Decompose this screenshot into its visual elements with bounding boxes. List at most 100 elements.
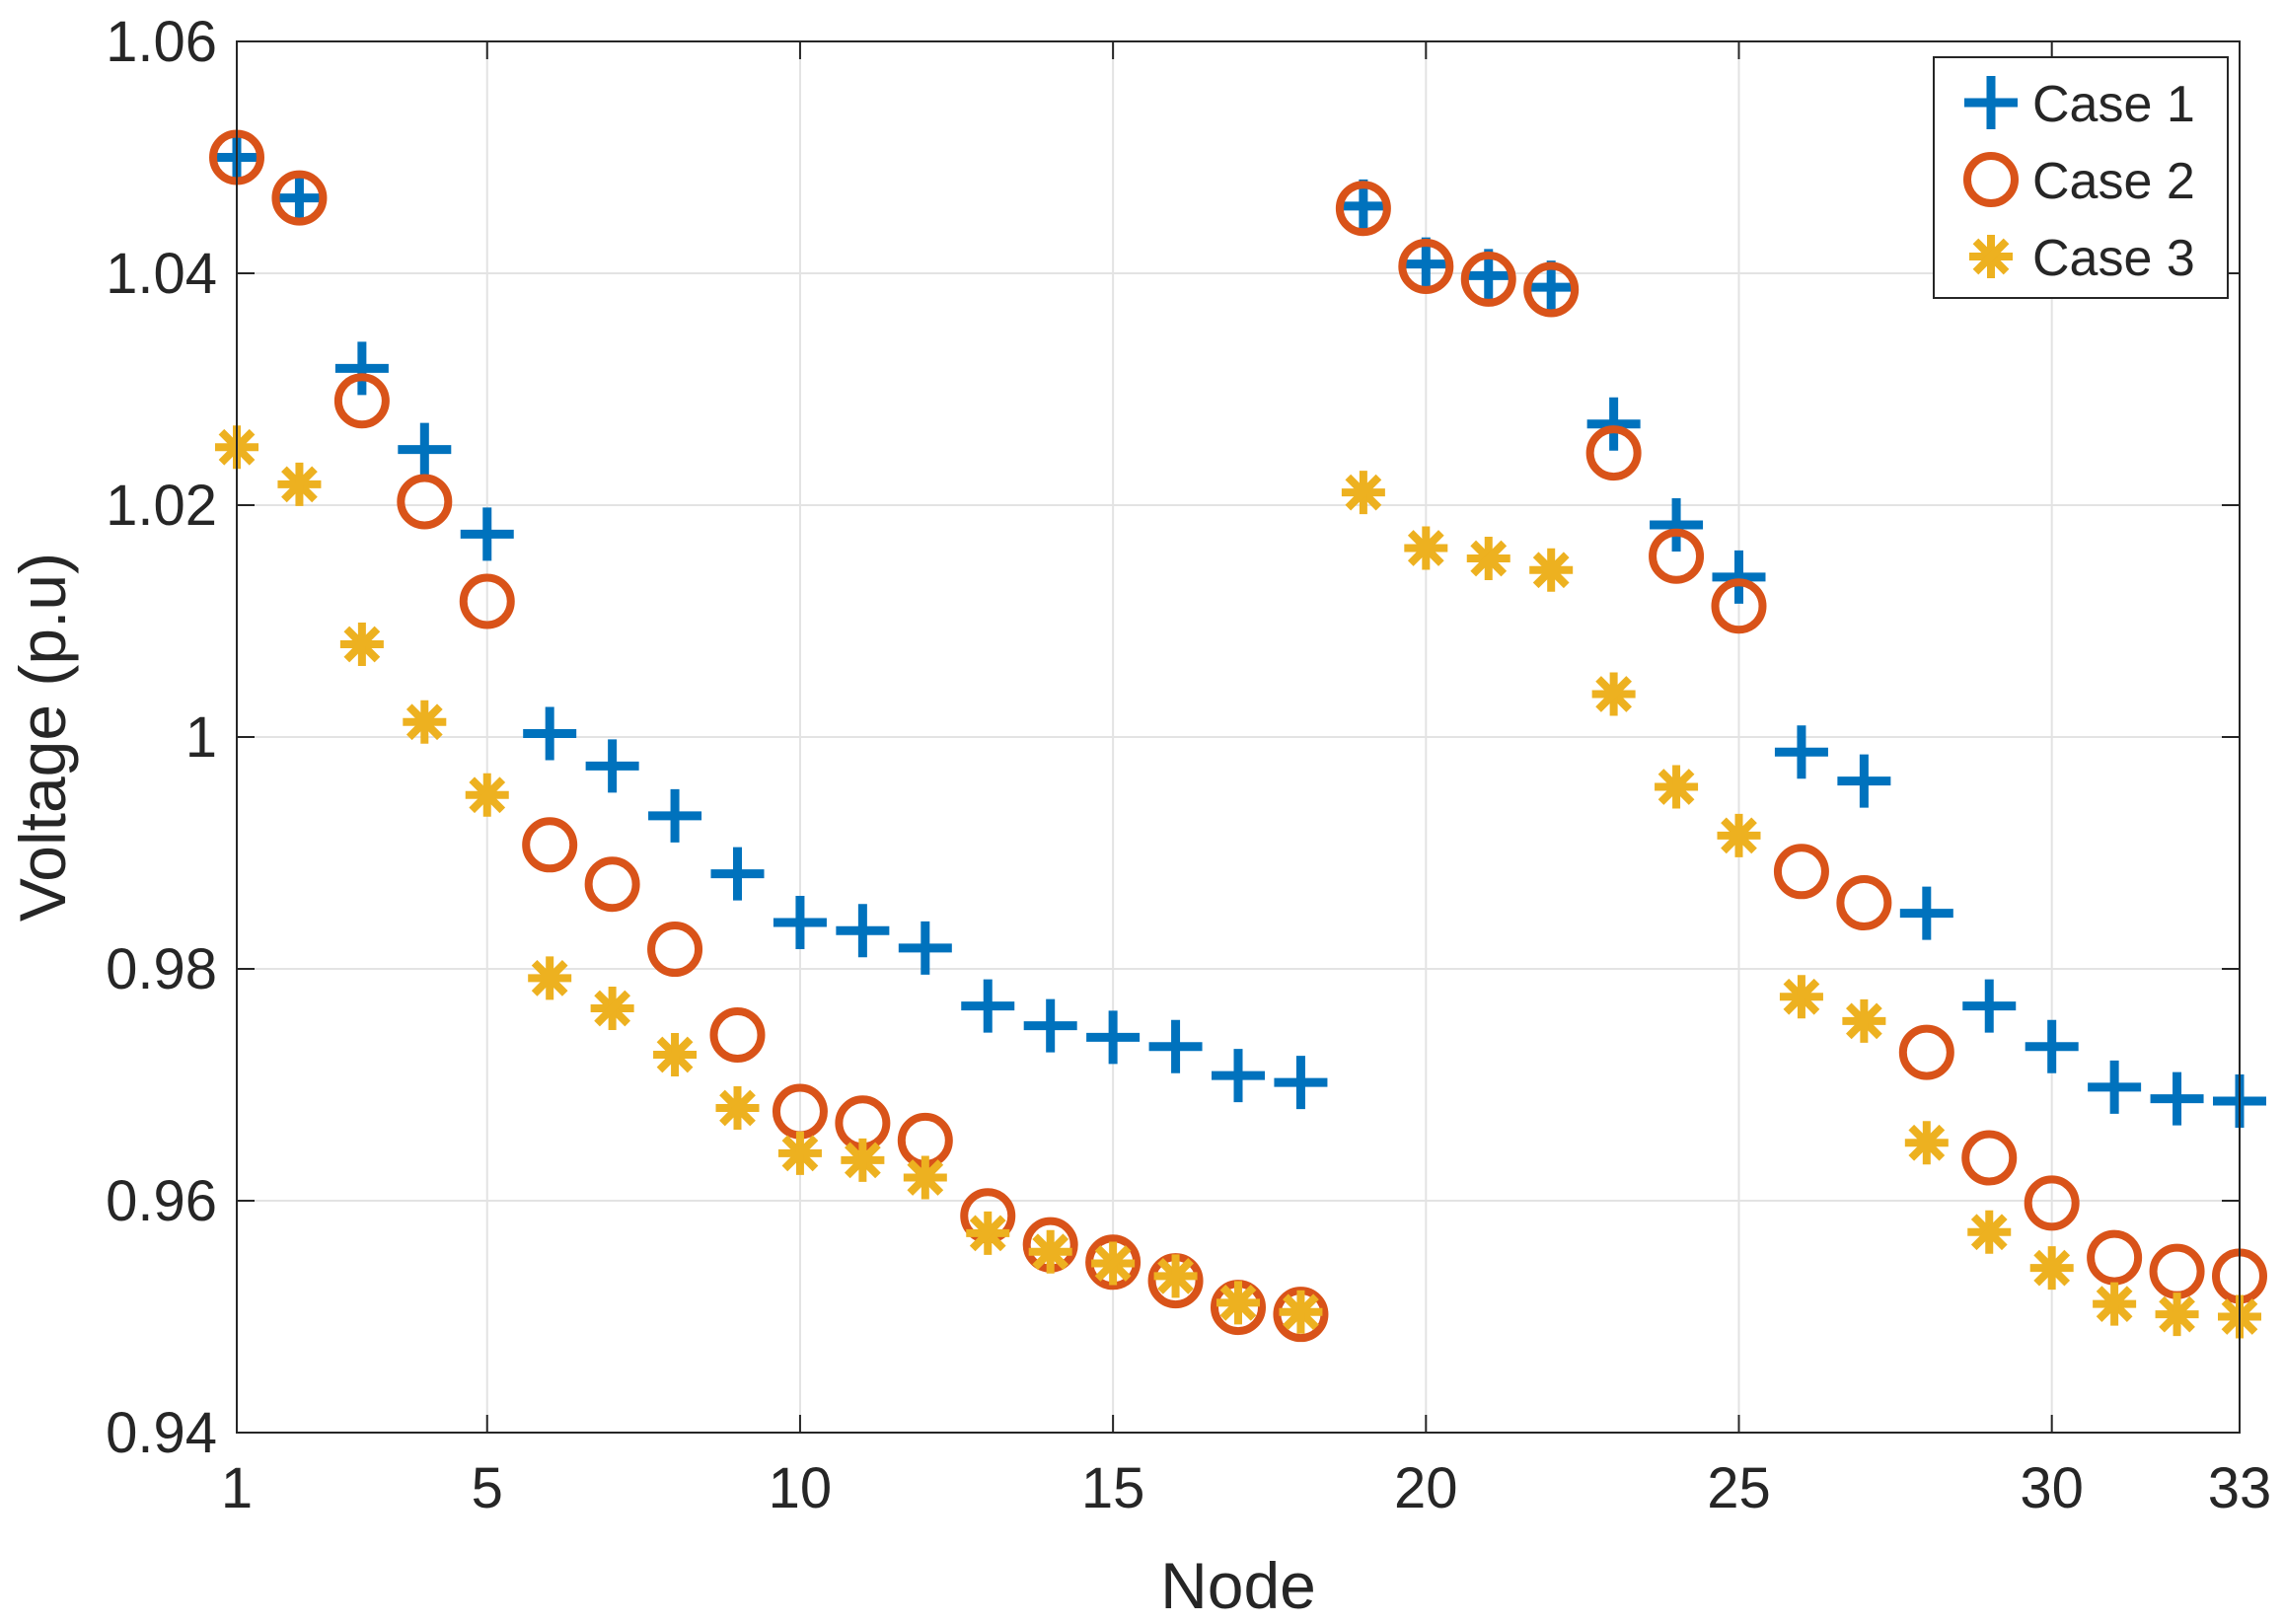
data-point — [2155, 1292, 2199, 1337]
x-tick-label: 25 — [1707, 1456, 1771, 1520]
data-point — [590, 986, 634, 1030]
data-point — [1148, 1019, 1203, 1073]
data-point — [1842, 998, 1886, 1043]
data-point — [1898, 1024, 1954, 1080]
data-point — [272, 171, 327, 225]
x-tick-label: 5 — [472, 1456, 503, 1520]
data-point — [403, 700, 447, 744]
data-point — [2087, 1229, 2143, 1286]
data-point — [903, 1155, 947, 1200]
y-tick-label: 1.02 — [106, 474, 217, 538]
data-point — [1274, 1056, 1328, 1110]
data-point — [522, 817, 578, 873]
data-point — [1529, 548, 1574, 592]
data-point — [715, 1086, 760, 1130]
data-point — [1650, 497, 1704, 552]
data-point — [1466, 537, 1510, 581]
data-point — [653, 1032, 698, 1076]
data-point — [1904, 1121, 1949, 1165]
data-point — [1216, 1281, 1260, 1325]
data-point — [1586, 397, 1641, 451]
legend-label: Case 2 — [2032, 153, 2195, 210]
data-point — [1153, 1254, 1198, 1298]
data-point — [1779, 975, 1823, 1019]
data-point — [277, 462, 322, 506]
data-point — [1773, 844, 1829, 900]
data-point — [2093, 1282, 2137, 1326]
data-point — [2029, 1246, 2074, 1291]
data-point — [1023, 998, 1077, 1053]
data-point — [334, 341, 389, 396]
data-point — [2150, 1071, 2204, 1126]
x-axis-label: Node — [1160, 1549, 1316, 1622]
data-point — [1404, 526, 1448, 570]
data-point — [459, 573, 515, 629]
legend-marker — [1963, 152, 2019, 207]
x-tick-label: 30 — [2020, 1456, 2084, 1520]
y-tick-label: 1.06 — [106, 10, 217, 74]
x-tick-label: 1 — [221, 1456, 253, 1520]
data-point — [398, 422, 452, 477]
data-point — [465, 773, 509, 817]
x-tick-label: 33 — [2208, 1456, 2272, 1520]
data-point — [1717, 813, 1761, 857]
data-point — [1899, 886, 1953, 940]
series-case-3 — [215, 425, 2261, 1339]
data-point — [1655, 765, 1699, 809]
data-series — [209, 129, 2267, 1343]
data-point — [2024, 1175, 2080, 1231]
legend: Case 1 Case 2 Case 3 — [1933, 56, 2229, 299]
data-point — [333, 373, 390, 429]
data-point — [460, 507, 514, 561]
data-point — [898, 921, 952, 975]
data-point — [1398, 238, 1454, 294]
data-point — [961, 979, 1015, 1033]
data-point — [2088, 1060, 2142, 1114]
data-point — [1836, 875, 1892, 931]
data-point — [1649, 528, 1705, 584]
data-point — [1967, 1210, 2012, 1254]
x-tick-label: 15 — [1081, 1456, 1145, 1520]
data-point — [1961, 1130, 2018, 1186]
y-axis-label: Voltage (p.u) — [6, 553, 79, 922]
x-tick-label: 10 — [769, 1456, 833, 1520]
data-point — [836, 904, 890, 958]
data-point — [1091, 1241, 1136, 1286]
series-case-2 — [209, 129, 2267, 1343]
data-point — [966, 1211, 1010, 1255]
data-point — [1774, 725, 1828, 779]
legend-label: Case 1 — [2032, 76, 2195, 133]
data-point — [1086, 1010, 1141, 1065]
data-point — [1837, 754, 1891, 808]
data-point — [841, 1138, 885, 1182]
y-tick-label: 0.98 — [106, 937, 217, 1001]
y-tick-label: 0.96 — [106, 1169, 217, 1233]
legend-marker — [1969, 235, 2013, 278]
data-point — [1085, 1234, 1142, 1291]
data-point — [1585, 425, 1642, 481]
data-point — [523, 706, 577, 761]
data-point — [1962, 979, 2017, 1033]
legend-marker — [1964, 76, 2018, 129]
data-point — [271, 170, 328, 226]
data-point — [1523, 261, 1580, 318]
data-point — [1591, 672, 1636, 716]
data-point — [585, 739, 639, 793]
legend-item: Case 2 — [1963, 152, 2195, 210]
data-point — [647, 922, 703, 978]
data-point — [1711, 578, 1767, 634]
data-point — [584, 856, 640, 913]
data-point — [648, 788, 702, 843]
data-point — [339, 623, 384, 666]
y-tick-label: 1 — [185, 705, 217, 770]
data-point — [773, 896, 827, 949]
legend-label: Case 3 — [2032, 230, 2195, 287]
y-tick-label: 0.94 — [106, 1401, 217, 1465]
y-tick-label: 1.04 — [106, 242, 217, 306]
data-point — [709, 1006, 766, 1063]
legend-item: Case 1 — [1964, 76, 2195, 133]
data-point — [1712, 550, 1766, 604]
data-point — [1460, 251, 1516, 307]
